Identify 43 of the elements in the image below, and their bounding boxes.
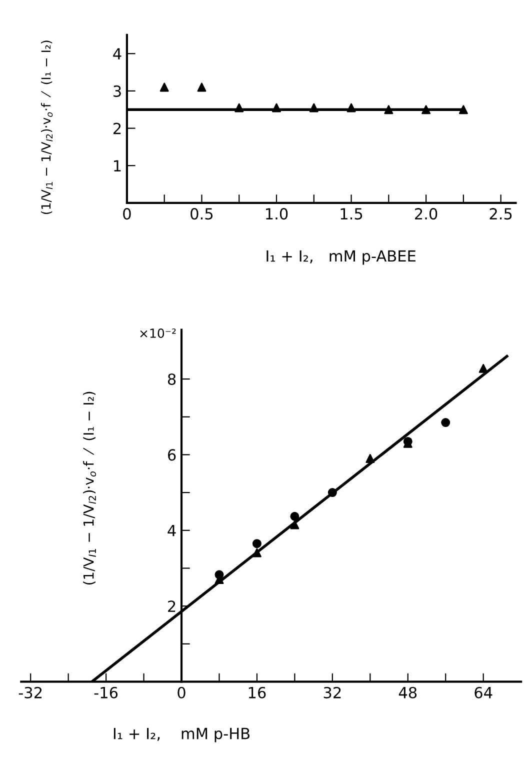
x-tick-label: 32 bbox=[324, 686, 341, 698]
x-tick-label: 0.5 bbox=[190, 208, 213, 220]
y-tick-label: 4 bbox=[168, 525, 176, 536]
y-tick-label: 1 bbox=[114, 160, 121, 172]
y-axis-title: (1/V$_{I1}$ − 1/V$_{I2}$)·v$_{o}$·f ⁄ (I₁ − I₂) bbox=[83, 392, 96, 584]
x-tick-label: -16 bbox=[94, 686, 118, 698]
point bbox=[478, 364, 488, 373]
y-tick-label: 6 bbox=[168, 449, 176, 461]
point bbox=[252, 548, 262, 558]
x-axis-title: I₁ + I₂, mM p-ABEE bbox=[266, 250, 416, 265]
x-axis-title: I₁ + I₂, mM p-HB bbox=[114, 728, 250, 742]
x-tick-label: 64 bbox=[474, 686, 492, 698]
point bbox=[309, 103, 318, 112]
point bbox=[422, 105, 431, 114]
x-tick-label: 1.5 bbox=[340, 208, 362, 220]
x-tick-label: 1.0 bbox=[266, 208, 288, 220]
y-tick-label: 4 bbox=[113, 48, 122, 60]
y-axis-title: (1/V$_{I1}$ − 1/V$_{I2}$)·v$_{o}$·f ⁄ (I₁ − I₂) bbox=[40, 40, 53, 214]
x-tick-label: -32 bbox=[18, 686, 42, 698]
point bbox=[346, 103, 356, 112]
y-tick-label: 8 bbox=[168, 373, 176, 386]
x-tick-label: 2.0 bbox=[415, 208, 438, 220]
point bbox=[290, 512, 300, 521]
point bbox=[252, 539, 262, 548]
x-tick-label: 16 bbox=[248, 686, 266, 698]
x-tick-label: 48 bbox=[398, 686, 417, 698]
point bbox=[272, 103, 282, 112]
point bbox=[384, 105, 394, 114]
y-tick-label: 3 bbox=[114, 85, 121, 97]
x-tick-label: 2.5 bbox=[490, 208, 512, 220]
point bbox=[328, 488, 337, 498]
point bbox=[441, 418, 450, 428]
point bbox=[458, 105, 468, 114]
point bbox=[366, 454, 375, 463]
annotation: ×10⁻² bbox=[140, 328, 176, 338]
y-tick-label: 2 bbox=[168, 600, 176, 612]
point bbox=[234, 103, 244, 112]
point bbox=[290, 520, 300, 530]
x-tick-label: 0 bbox=[123, 208, 131, 220]
y-tick-label: 2 bbox=[114, 122, 121, 134]
x-tick-label: 0 bbox=[178, 686, 186, 698]
point bbox=[160, 82, 169, 92]
point bbox=[197, 82, 206, 92]
